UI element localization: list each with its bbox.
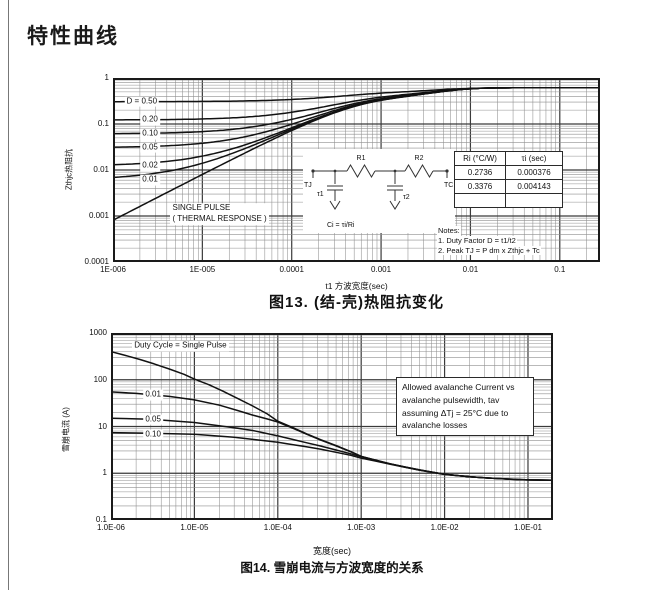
curve-label: 0.20 (140, 114, 160, 126)
fig14-curve-d-0.10 (111, 431, 553, 481)
curve-label: 0.10 (140, 128, 160, 140)
x-tick-label: 1.0E-01 (513, 523, 542, 532)
plot-frame (113, 78, 600, 262)
circuit-label-tau2: τ2 (403, 194, 410, 201)
fig13-notes: Notes: 1. Duty Factor D = t1/t2 2. Peak … (437, 226, 541, 256)
fig14-note-box: Allowed avalanche Current vs avalanche p… (396, 377, 534, 436)
x-tick-label: 0.001 (371, 265, 392, 274)
curve-label: 0.10 (143, 429, 163, 441)
circuit-label-tc: TC (444, 182, 453, 189)
y-tick-label: 10 (98, 421, 107, 431)
table-cell-taui-2: 0.004143 (505, 179, 563, 194)
x-tick-label: 1.0E-05 (180, 523, 209, 532)
note-box-line-1: Allowed avalanche Current vs (402, 382, 515, 392)
y-tick-label: 1 (104, 73, 109, 82)
x-tick-label: 0.0001 (279, 265, 304, 274)
x-tick-label: 1E-005 (189, 265, 216, 274)
curve-label: 0.05 (140, 142, 160, 154)
table-cell-ri-1: 0.2736 (454, 165, 506, 180)
curve-label: 0.05 (143, 414, 163, 426)
circuit-label-tj: TJ (304, 182, 312, 189)
y-tick-label: 0.1 (95, 515, 107, 524)
x-tick-label: 1.0E-06 (96, 523, 126, 532)
notes-line-1: 1. Duty Factor D = t1/t2 (437, 235, 517, 246)
x-tick-label: 0.01 (462, 265, 479, 274)
notes-line-2: 2. Peak TJ = P dm x Zthjc + Tc (437, 245, 541, 256)
y-tick-label: 1000 (89, 328, 107, 337)
y-tick-label: 100 (93, 374, 107, 384)
table-cell-taui-3 (505, 193, 563, 208)
plot-frame (111, 333, 553, 520)
note-box-line-4: avalanche losses (402, 420, 468, 431)
table-cell-ri-3 (454, 193, 506, 208)
curve-label: 0.01 (140, 174, 160, 186)
y-tick-label: 0.0001 (84, 257, 109, 266)
table-header-taui: τi (sec) (505, 151, 563, 166)
page-left-border (8, 0, 9, 590)
circuit-label-r2: R2 (415, 155, 424, 162)
fig13-ri-taui-table: Ri (°C/W) τi (sec) 0.2736 0.000376 0.337… (454, 151, 563, 208)
note-box-line-2: avalanche pulsewidth, tav (402, 394, 500, 405)
note-box-line-3: assuming ΔTj = 25°C due to (402, 407, 509, 418)
table-row (454, 193, 563, 208)
curve-label: SINGLE PULSE ( THERMAL RESPONSE ) (170, 203, 269, 225)
notes-title: Notes: (437, 226, 461, 236)
y-tick-label: 0.1 (97, 119, 109, 128)
fig13-rc-circuit-inset: R1 R2 τ1 τ2 TJ TC Ci = τi/Ri (303, 149, 455, 233)
y-tick-label: 0.01 (93, 165, 109, 174)
curve-label: Duty Cycle = Single Pulse (132, 340, 229, 352)
y-tick-label: 1 (102, 468, 107, 478)
rc-ladder-circuit-drawing: R1 R2 τ1 τ2 TJ TC Ci = τi/Ri (304, 155, 453, 229)
x-tick-label: 1.0E-03 (347, 523, 376, 532)
fig13-curve-single-pulse (113, 87, 600, 221)
fig13-x-axis-title: t1 方波宽度(sec) (325, 281, 388, 291)
fig14-caption: 图14. 雪崩电流与方波宽度的关系 (240, 561, 424, 575)
fig14-plot-canvas (111, 333, 553, 520)
y-tick-label: 0.001 (88, 211, 109, 220)
circuit-formula: Ci = τi/Ri (327, 222, 355, 229)
table-row: 0.2736 0.000376 (454, 165, 563, 180)
table-row: 0.3376 0.004143 (454, 179, 563, 194)
x-tick-label: 1.0E-04 (263, 523, 292, 532)
page-title: 特性曲线 (27, 25, 119, 49)
fig14-x-axis-title: 宽度(sec) (313, 546, 351, 556)
x-tick-label: 1E-006 (100, 265, 126, 274)
x-tick-label: 1.0E-02 (430, 523, 459, 532)
circuit-label-tau1: τ1 (317, 191, 324, 198)
table-header-ri: Ri (°C/W) (454, 151, 506, 166)
curve-label: 0.02 (140, 160, 160, 172)
fig13-caption: 图13. (结-壳)热阻抗变化 (268, 294, 444, 311)
table-cell-taui-1: 0.000376 (505, 165, 563, 180)
circuit-label-r1: R1 (357, 155, 366, 162)
curve-label: D = 0.50 (124, 96, 160, 108)
x-tick-label: 0.1 (554, 265, 566, 274)
table-cell-ri-2: 0.3376 (454, 179, 506, 194)
curve-label: 0.01 (143, 389, 163, 401)
